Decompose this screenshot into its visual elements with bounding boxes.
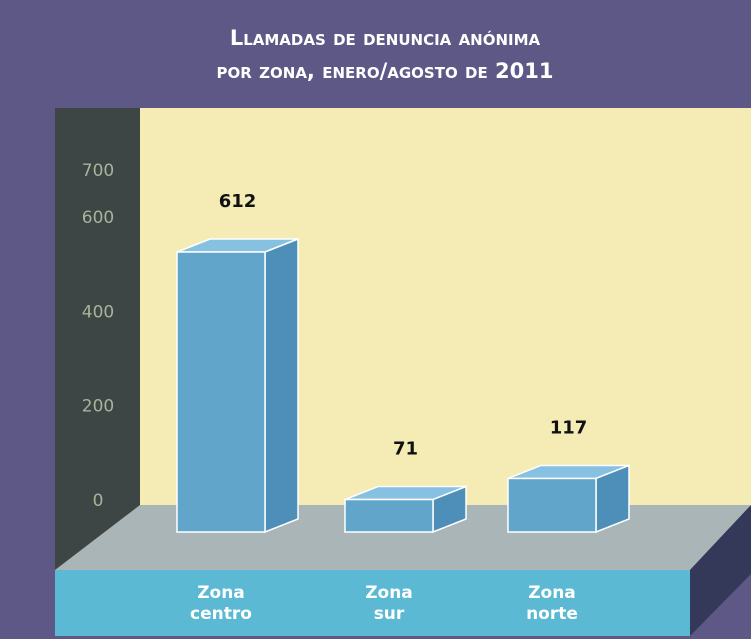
x-tick-label: Zona centro	[190, 583, 252, 624]
front-band	[55, 570, 690, 636]
bar	[344, 498, 434, 533]
y-tick-label: 200	[82, 397, 114, 417]
value-label: 71	[393, 439, 418, 460]
bar	[507, 477, 597, 533]
bar	[176, 251, 266, 533]
x-tick-label: Zona sur	[365, 583, 413, 624]
y-tick-label: 400	[82, 302, 114, 322]
side-band	[690, 505, 751, 636]
bar-side	[264, 237, 299, 534]
value-label: 117	[550, 417, 588, 438]
y-tick-label: 0	[93, 491, 104, 511]
chart-title: Llamadas de denuncia anónima	[230, 26, 541, 50]
left-wall	[55, 108, 140, 573]
x-tick-label: Zona norte	[526, 583, 578, 624]
y-tick-label: 600	[82, 208, 114, 228]
value-label: 612	[219, 191, 257, 212]
chart-title: por zona, enero/agosto de 2011	[217, 59, 554, 83]
y-tick-label: 700	[82, 161, 114, 181]
